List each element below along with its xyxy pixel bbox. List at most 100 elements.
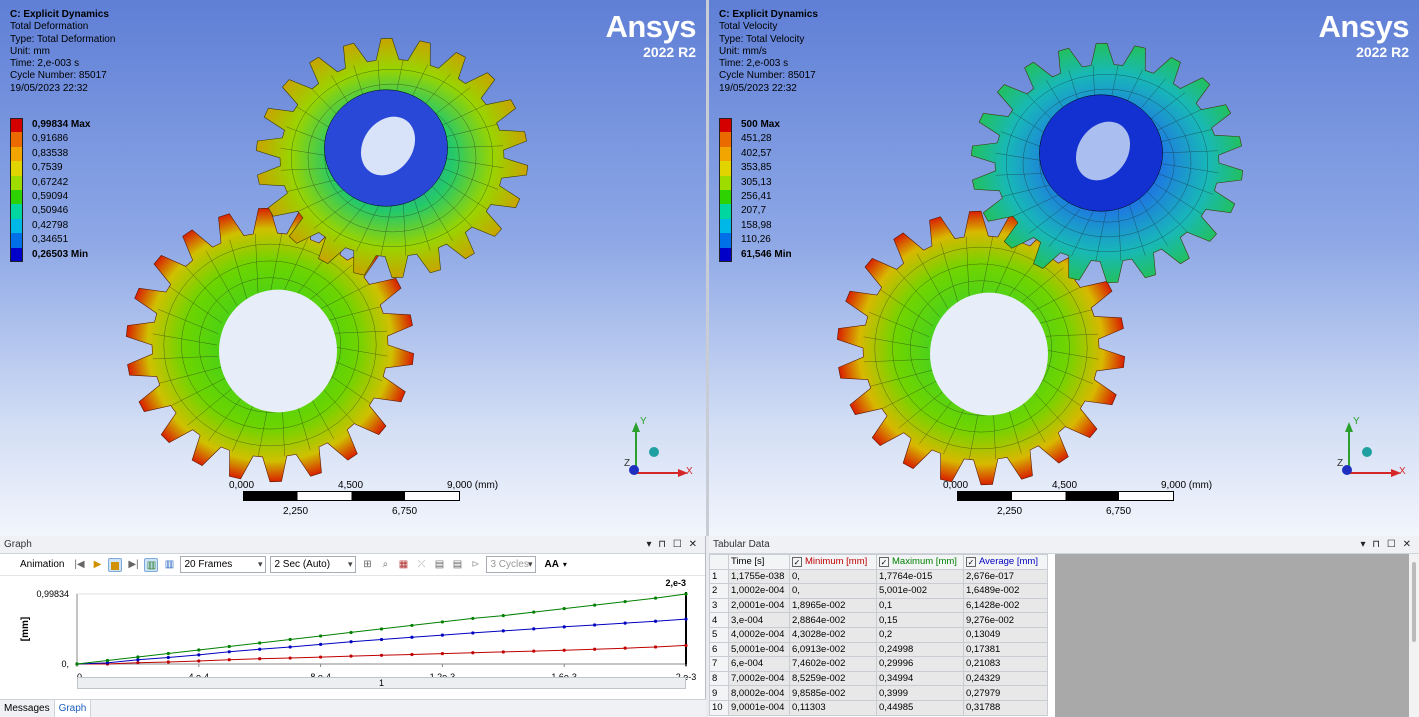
table-cell[interactable]: 6,1428e-002 xyxy=(963,597,1048,614)
table-cell[interactable]: 1,6489e-002 xyxy=(963,583,1048,599)
table-cell[interactable]: 5,001e-002 xyxy=(876,583,964,599)
frames-select[interactable]: 20 Frames xyxy=(180,556,267,573)
axis-triad[interactable]: Y X Z xyxy=(618,414,694,480)
table-row[interactable]: 7 6,e-004 7,4602e-002 0,29996 0,21083 xyxy=(709,656,1048,672)
table-cell[interactable]: 0,2 xyxy=(876,626,964,643)
tab-messages[interactable]: Messages xyxy=(0,700,55,717)
table-cell[interactable]: 2,0001e-004 xyxy=(728,597,790,614)
row-number[interactable]: 3 xyxy=(709,597,729,614)
probe-icon[interactable]: ⤫ xyxy=(417,558,426,570)
row-number[interactable]: 7 xyxy=(709,656,729,672)
table-cell[interactable]: 2,8864e-002 xyxy=(789,612,877,628)
play-icon[interactable]: ▶ xyxy=(93,558,102,570)
viewport-deformation[interactable]: C: Explicit Dynamics Total Deformation T… xyxy=(0,0,706,536)
result-sets-icon[interactable]: ▥ xyxy=(164,558,175,570)
panel-window-controls[interactable]: ▾ ⊓ ☐ ✕ xyxy=(646,539,699,550)
column-header[interactable]: ✓ Average [mm] xyxy=(963,554,1048,570)
column-header[interactable]: ✓ Maximum [mm] xyxy=(876,554,964,570)
table-cell[interactable]: 0,11303 xyxy=(789,699,877,716)
previous-frame-icon[interactable]: |◀ xyxy=(74,558,85,570)
table-row[interactable]: 10 9,0001e-004 0,11303 0,44985 0,31788 xyxy=(709,699,1048,716)
gear-model-deformation[interactable] xyxy=(0,0,706,536)
chart-grid-icon[interactable]: ▤ xyxy=(434,558,445,570)
table-cell[interactable]: 7,4602e-002 xyxy=(789,656,877,672)
row-number[interactable]: 6 xyxy=(709,641,729,658)
table-cell[interactable]: 3,e-004 xyxy=(728,612,790,628)
distributed-frames-icon[interactable]: ▥ xyxy=(144,557,159,572)
table-cell[interactable]: 6,e-004 xyxy=(728,656,790,672)
table-row[interactable]: 4 3,e-004 2,8864e-002 0,15 9,276e-002 xyxy=(709,612,1048,628)
table-cell[interactable]: 7,0002e-004 xyxy=(728,670,790,687)
table-cell[interactable]: 0,17381 xyxy=(963,641,1048,658)
stop-icon[interactable] xyxy=(108,557,123,572)
row-number[interactable]: 10 xyxy=(709,699,729,716)
column-plot-checkbox[interactable]: ✓ xyxy=(879,557,889,568)
table-cell[interactable]: 0, xyxy=(789,583,877,599)
row-number[interactable]: 8 xyxy=(709,670,729,687)
table-cell[interactable]: 0, xyxy=(789,568,877,585)
table-cell[interactable]: 1,8965e-002 xyxy=(789,597,877,614)
table-cell[interactable]: 8,0002e-004 xyxy=(728,685,790,701)
viewport-divider[interactable] xyxy=(706,0,709,536)
panel-window-controls[interactable]: ▾ ⊓ ☐ ✕ xyxy=(1360,539,1413,550)
row-number[interactable]: 2 xyxy=(709,583,729,599)
color-map-icon[interactable]: ▦ xyxy=(398,558,409,570)
antialias-dropdown-icon[interactable]: ▾ xyxy=(562,560,567,569)
result-time-chart[interactable]: 0,4,e-48,e-41,2e-31,6e-32,e-30,0,99834[s… xyxy=(0,576,706,691)
cycles-select[interactable]: 3 Cycles xyxy=(486,556,537,573)
viewport-velocity[interactable]: C: Explicit Dynamics Total Velocity Type… xyxy=(709,0,1419,536)
column-header[interactable]: ✓ Minimum [mm] xyxy=(789,554,877,570)
column-plot-checkbox[interactable]: ✓ xyxy=(966,557,976,568)
column-plot-checkbox[interactable]: ✓ xyxy=(792,557,802,568)
table-cell[interactable]: 0,15 xyxy=(876,612,964,628)
table-row[interactable]: 8 7,0002e-004 8,5259e-002 0,34994 0,24329 xyxy=(709,670,1048,687)
table-cell[interactable]: 5,0001e-004 xyxy=(728,641,790,658)
antialias-button[interactable]: AA xyxy=(544,559,559,570)
table-cell[interactable]: 0,1 xyxy=(876,597,964,614)
table-cell[interactable]: 0,21083 xyxy=(963,656,1048,672)
axis-triad[interactable]: Y X Z xyxy=(1331,414,1407,480)
row-number[interactable]: 9 xyxy=(709,685,729,701)
table-row[interactable]: 3 2,0001e-004 1,8965e-002 0,1 6,1428e-002 xyxy=(709,597,1048,614)
gear-model-velocity[interactable] xyxy=(709,0,1419,536)
table-cell[interactable]: 0,34994 xyxy=(876,670,964,687)
table-row[interactable]: 1 1,1755e-038 0, 1,7764e-015 2,676e-017 xyxy=(709,568,1048,585)
table-row[interactable]: 5 4,0002e-004 4,3028e-002 0,2 0,13049 xyxy=(709,626,1048,643)
cycles-icon[interactable]: ⊳ xyxy=(471,558,480,570)
table-cell[interactable]: 8,5259e-002 xyxy=(789,670,877,687)
table-row[interactable]: 6 5,0001e-004 6,0913e-002 0,24998 0,17381 xyxy=(709,641,1048,658)
table-cell[interactable]: 9,8585e-002 xyxy=(789,685,877,701)
next-frame-icon[interactable]: ▶| xyxy=(128,558,139,570)
table-cell[interactable]: 0,24998 xyxy=(876,641,964,658)
zoom-icon[interactable]: ⌕ xyxy=(382,558,389,570)
row-number[interactable]: 4 xyxy=(709,612,729,628)
table-cell[interactable]: 9,0001e-004 xyxy=(728,699,790,716)
table-cell[interactable]: 0,27979 xyxy=(963,685,1048,701)
chart-layout-icon[interactable]: ▤ xyxy=(452,558,463,570)
table-cell[interactable]: 4,0002e-004 xyxy=(728,626,790,643)
table-cell[interactable]: 4,3028e-002 xyxy=(789,626,877,643)
tabular-data-table[interactable]: Time [s] ✓ Minimum [mm] ✓ Maximum [mm] ✓ Avera… xyxy=(709,554,1048,716)
table-cell[interactable]: 0,31788 xyxy=(963,699,1048,716)
table-cell[interactable]: 0,13049 xyxy=(963,626,1048,643)
table-cell[interactable]: 0,24329 xyxy=(963,670,1048,687)
row-number[interactable]: 5 xyxy=(709,626,729,643)
table-cell[interactable]: 1,0002e-004 xyxy=(728,583,790,599)
table-cell[interactable]: 2,676e-017 xyxy=(963,568,1048,585)
table-cell[interactable]: 9,276e-002 xyxy=(963,612,1048,628)
table-cell[interactable]: 1,1755e-038 xyxy=(728,568,790,585)
table-row[interactable]: 2 1,0002e-004 0, 5,001e-002 1,6489e-002 xyxy=(709,583,1048,599)
table-row[interactable]: 9 8,0002e-004 9,8585e-002 0,3999 0,27979 xyxy=(709,685,1048,701)
table-cell[interactable]: 1,7764e-015 xyxy=(876,568,964,585)
export-video-icon[interactable]: ⊞ xyxy=(363,558,372,570)
table-cell[interactable]: 6,0913e-002 xyxy=(789,641,877,658)
row-number[interactable]: 1 xyxy=(709,568,729,585)
animation-timeline-slider[interactable]: 1 xyxy=(77,677,686,689)
column-header[interactable]: Time [s] xyxy=(728,554,790,570)
table-cell[interactable]: 0,44985 xyxy=(876,699,964,716)
duration-select[interactable]: 2 Sec (Auto) xyxy=(270,556,357,573)
vertical-scrollbar[interactable] xyxy=(1409,554,1419,717)
table-cell[interactable]: 0,29996 xyxy=(876,656,964,672)
tab-graph[interactable]: Graph xyxy=(54,700,92,717)
table-cell[interactable]: 0,3999 xyxy=(876,685,964,701)
